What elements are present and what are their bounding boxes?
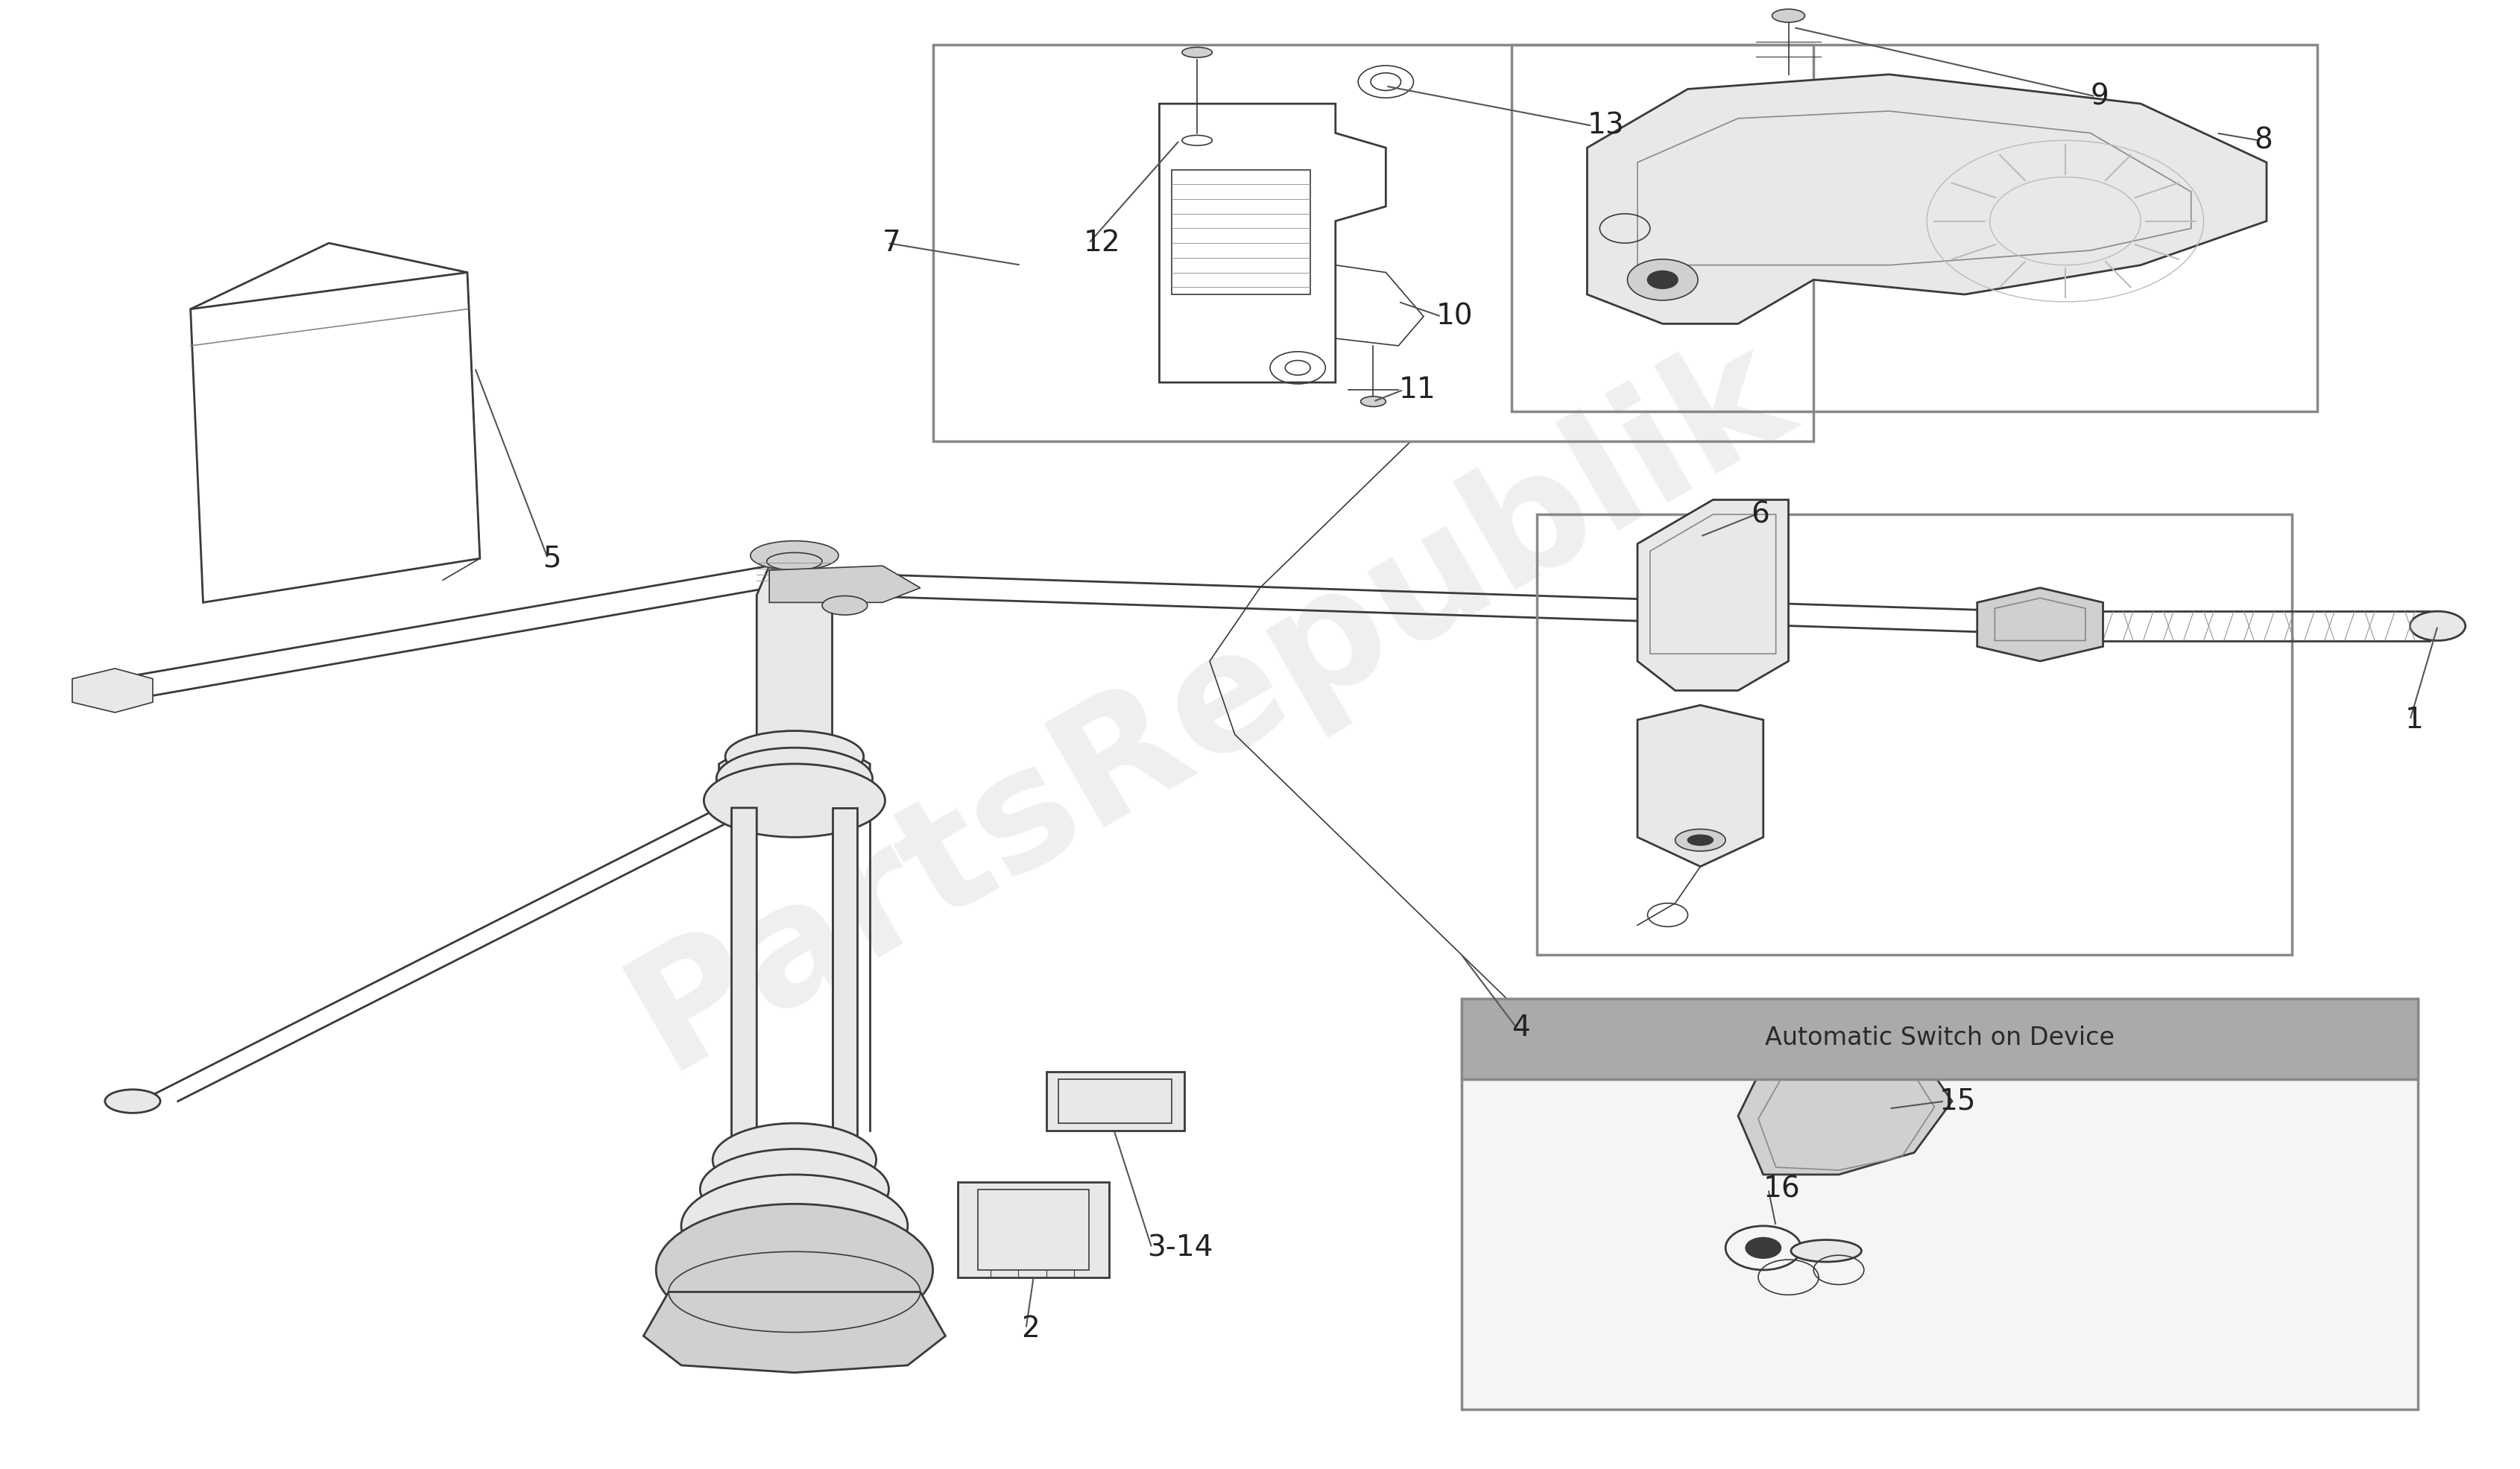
Polygon shape (756, 566, 832, 808)
Text: 16: 16 (1764, 1175, 1799, 1203)
Ellipse shape (1182, 47, 1212, 57)
Polygon shape (769, 566, 920, 602)
Polygon shape (1638, 499, 1789, 690)
Text: 1: 1 (2404, 705, 2424, 734)
Ellipse shape (2409, 611, 2465, 640)
Polygon shape (1638, 705, 1764, 867)
Polygon shape (832, 808, 857, 1146)
Text: 9: 9 (2092, 82, 2109, 110)
Text: 15: 15 (1940, 1087, 1976, 1115)
Text: 13: 13 (1588, 112, 1623, 140)
Text: 8: 8 (2253, 126, 2273, 154)
Text: 11: 11 (1399, 376, 1436, 404)
Polygon shape (1739, 1050, 1953, 1175)
Bar (1172, 170, 1310, 294)
Text: PartsRepublik: PartsRepublik (605, 310, 1814, 1100)
Polygon shape (73, 668, 154, 712)
Text: 2: 2 (1021, 1315, 1038, 1343)
Polygon shape (643, 1291, 945, 1372)
Bar (1462, 999, 2417, 1080)
Text: 4: 4 (1512, 1014, 1530, 1042)
Ellipse shape (106, 1090, 161, 1114)
Ellipse shape (88, 677, 144, 704)
Ellipse shape (680, 1175, 907, 1277)
Bar (978, 1190, 1089, 1269)
Bar (932, 46, 1814, 441)
Text: Automatic Switch on Device: Automatic Switch on Device (1764, 1025, 2114, 1050)
Bar (1512, 46, 2316, 411)
Bar (1462, 999, 2417, 1409)
Polygon shape (718, 742, 869, 808)
Polygon shape (1588, 75, 2265, 323)
Ellipse shape (1676, 829, 1726, 851)
Polygon shape (731, 808, 756, 1161)
Text: 10: 10 (1436, 303, 1474, 331)
Ellipse shape (701, 1149, 890, 1230)
Bar (958, 1183, 1109, 1277)
Ellipse shape (703, 764, 885, 837)
Ellipse shape (726, 732, 864, 782)
Text: 3-14: 3-14 (1147, 1234, 1212, 1262)
Ellipse shape (716, 748, 872, 809)
Ellipse shape (1688, 834, 1714, 845)
Polygon shape (1978, 588, 2104, 661)
Text: 12: 12 (1084, 229, 1121, 257)
Ellipse shape (1361, 397, 1386, 407)
Circle shape (1746, 1238, 1782, 1257)
Text: 7: 7 (882, 229, 902, 257)
Text: 6: 6 (1751, 501, 1769, 529)
Circle shape (1648, 270, 1678, 288)
Ellipse shape (1772, 9, 1804, 22)
Ellipse shape (713, 1124, 877, 1197)
Circle shape (1628, 259, 1698, 300)
Bar (1537, 514, 2291, 955)
Ellipse shape (655, 1205, 932, 1335)
Ellipse shape (1792, 1240, 1862, 1262)
Bar (1058, 1080, 1172, 1124)
Ellipse shape (822, 596, 867, 616)
Bar (1046, 1072, 1184, 1131)
Ellipse shape (751, 541, 839, 570)
Text: 5: 5 (542, 545, 562, 573)
